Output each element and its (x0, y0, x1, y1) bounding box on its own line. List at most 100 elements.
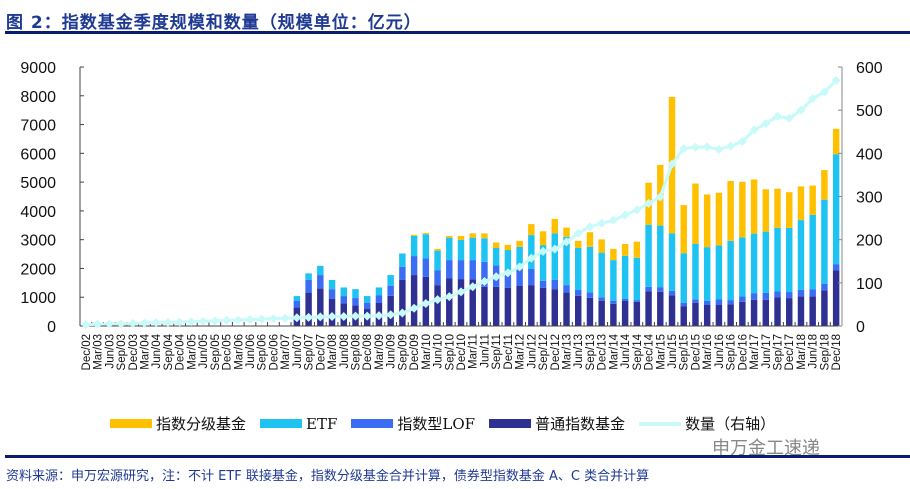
bar-etf (575, 248, 582, 291)
count-marker (139, 318, 149, 328)
bar-normal (703, 304, 711, 326)
bar-normal (610, 303, 617, 326)
bar-etf (774, 227, 781, 292)
bar-lof (586, 292, 594, 298)
bar-etf (469, 237, 476, 261)
x-tick-label: Dec/11 (503, 334, 515, 370)
bar-normal (715, 304, 723, 326)
bar-etf (446, 237, 453, 261)
y-tick-label: 5000 (20, 175, 56, 192)
bar-normal (469, 279, 476, 326)
count-marker (503, 268, 513, 278)
bar-etf (504, 250, 512, 275)
legend-item-lof: 指数型LOF (351, 413, 475, 434)
bar-etf (586, 246, 594, 293)
bar-lof (551, 279, 559, 290)
count-marker (620, 210, 630, 220)
bar-etf (657, 225, 664, 288)
count-marker (304, 312, 314, 322)
bar-normal (774, 297, 781, 326)
count-marker (515, 262, 525, 272)
bar-etf (610, 260, 617, 301)
x-tick-label: Sep/07 (304, 334, 316, 370)
bar-etf (328, 279, 336, 290)
bar-lof (446, 260, 453, 279)
x-tick-label: Mar/15 (655, 334, 667, 370)
bar-lof (809, 289, 816, 297)
legend-swatch (260, 419, 303, 428)
bar-lof (469, 260, 476, 280)
bar-lof (786, 292, 793, 299)
x-tick-label: Jun/11 (479, 334, 491, 368)
bar-graded (750, 179, 758, 234)
bar-normal (657, 291, 664, 326)
bar-etf (750, 233, 758, 294)
bar-lof (621, 298, 629, 301)
bar-etf (293, 296, 301, 301)
bar-lof (645, 286, 652, 292)
bar-etf (516, 246, 523, 269)
x-tick-label: Sep/15 (679, 334, 691, 370)
y2-tick-label: 200 (856, 233, 883, 250)
x-tick-label: Jun/14 (620, 333, 632, 368)
count-marker (808, 94, 818, 104)
bar-etf (762, 231, 770, 293)
x-tick-label: Sep/11 (491, 334, 503, 370)
watermark: 申万金工速递 (712, 438, 820, 459)
count-marker (608, 215, 618, 225)
bar-lof (387, 285, 394, 296)
bar-normal (727, 304, 734, 326)
source-note: 资料来源：申万宏源研究，注：不计 ETF 联接基金，指数分级基金合并计算，债券型… (6, 469, 650, 484)
bar-lof (703, 300, 711, 305)
legend: 指数分级基金 ETF 指数型LOF 普通指数基金 数量（右轴） (110, 413, 789, 434)
count-marker (151, 318, 161, 328)
y-tick-label: 9000 (20, 60, 56, 77)
bar-normal (516, 285, 523, 326)
count-marker (163, 318, 173, 328)
bar-graded (703, 194, 711, 248)
count-marker (104, 319, 114, 329)
bar-normal (821, 290, 828, 326)
count-marker (280, 313, 290, 323)
count-marker (374, 311, 384, 321)
bar-graded (481, 233, 488, 239)
count-marker (175, 317, 185, 327)
x-tick-label: Dec/06 (268, 334, 280, 370)
y2-tick-label: 100 (856, 276, 883, 293)
bar-lof (528, 269, 535, 286)
bar-graded (809, 185, 816, 215)
bar-lof (832, 264, 840, 271)
bar-normal (645, 291, 652, 326)
bar-lof (657, 287, 664, 292)
x-tick-label: Sep/12 (538, 334, 550, 370)
legend-label: ETF (306, 414, 338, 433)
x-tick-label: Jun/07 (292, 334, 304, 369)
x-tick-label: Jun/15 (667, 334, 679, 369)
bar-etf (539, 245, 547, 281)
x-tick-label: Dec/03 (128, 334, 140, 370)
count-marker (749, 125, 759, 135)
bar-normal (797, 296, 805, 326)
legend-swatch (110, 419, 152, 428)
bar-etf (563, 236, 570, 286)
x-tick-label: Sep/14 (632, 333, 644, 370)
bar-graded (621, 243, 629, 256)
x-tick-label: Jun/10 (433, 334, 445, 369)
count-marker (433, 295, 443, 305)
legend-item-count: 数量（右轴） (639, 413, 775, 434)
x-tick-label: Jun/13 (573, 334, 585, 369)
bar-etf (715, 245, 723, 300)
count-marker (128, 318, 138, 328)
y-tick-label: 2000 (20, 261, 56, 278)
bar-normal (680, 306, 687, 326)
x-tick-label: Jun/12 (526, 334, 538, 369)
count-marker (93, 319, 103, 329)
footer-divider (5, 455, 910, 458)
bar-lof (750, 293, 758, 300)
bar-etf (598, 252, 605, 298)
count-marker (679, 144, 689, 154)
bar-etf (809, 214, 816, 290)
x-tick-label: Dec/17 (784, 334, 796, 370)
bar-graded (563, 227, 570, 237)
count-marker (198, 316, 208, 326)
